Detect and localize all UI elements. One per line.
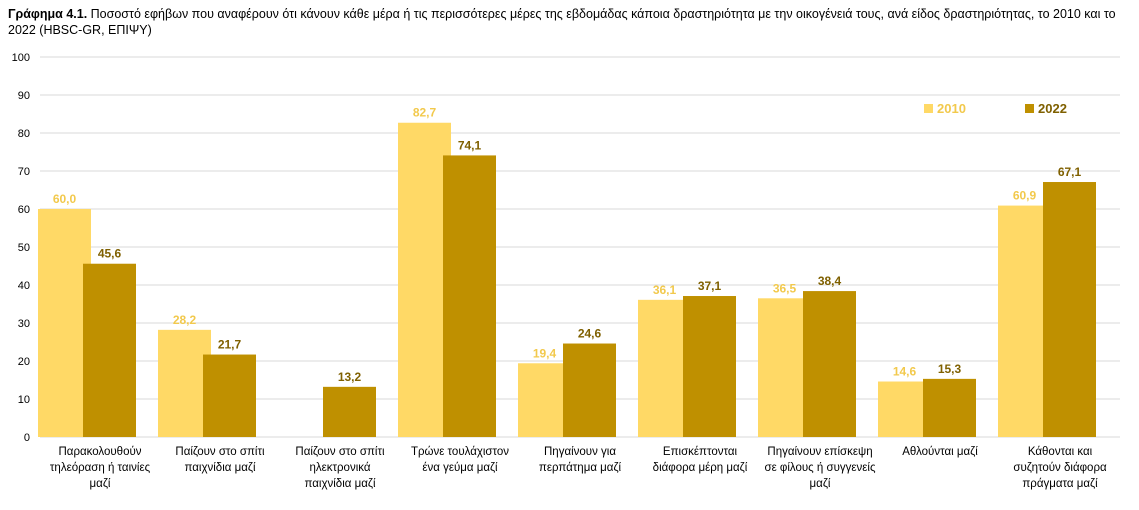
x-category-label: Πηγαίνουν επίσκεψη xyxy=(767,446,872,458)
bar-2010 xyxy=(638,299,691,437)
bar-2022 xyxy=(323,386,376,437)
bar-2022 xyxy=(83,263,136,437)
x-category-label: Παρακολουθούν xyxy=(58,446,141,458)
bar-2022 xyxy=(563,343,616,437)
x-category-label: συζητούν διάφορα xyxy=(1013,462,1107,474)
bar-2022 xyxy=(683,296,736,437)
bar-2022 xyxy=(923,378,976,437)
x-category-label: Αθλούνται μαζί xyxy=(902,446,978,458)
bar-2010 xyxy=(758,298,811,437)
x-category-label: παιχνίδια μαζί xyxy=(304,478,375,490)
x-category-label: Τρώνε τουλάχιστον xyxy=(411,446,509,458)
legend-swatch-2022 xyxy=(1025,104,1034,113)
chart-title: Γράφημα 4.1. Ποσοστό εφήβων που αναφέρου… xyxy=(8,6,1128,38)
x-category-label: μαζί xyxy=(810,478,831,490)
x-category-label: ένα γεύμα μαζί xyxy=(422,462,498,474)
data-label-2022: 13,2 xyxy=(338,370,362,384)
x-category-label: σε φίλους ή συγγενείς xyxy=(764,462,875,474)
y-tick-label: 30 xyxy=(18,318,30,330)
data-label-2022: 45,6 xyxy=(98,247,122,261)
bar-2010 xyxy=(998,205,1051,437)
x-category-label: παιχνίδια μαζί xyxy=(184,462,255,474)
x-category-label: μαζί xyxy=(90,478,111,490)
chart-title-text: Ποσοστό εφήβων που αναφέρουν ότι κάνουν … xyxy=(8,7,1116,37)
data-label-2010: 19,4 xyxy=(533,346,557,360)
y-tick-label: 10 xyxy=(18,394,30,406)
data-label-2022: 21,7 xyxy=(218,338,242,352)
legend-swatch-2010 xyxy=(924,104,933,113)
legend-label-2010: 2010 xyxy=(937,101,966,116)
legend-label-2022: 2022 xyxy=(1038,101,1067,116)
data-label-2022: 15,3 xyxy=(938,362,962,376)
y-tick-label: 90 xyxy=(18,90,30,102)
x-category-label: τηλεόραση ή ταινίες xyxy=(50,462,151,474)
y-tick-label: 70 xyxy=(18,166,30,178)
x-category-label: Κάθονται και xyxy=(1028,446,1093,458)
y-tick-label: 100 xyxy=(12,52,30,64)
data-label-2010: 36,5 xyxy=(773,281,797,295)
bar-2022 xyxy=(1043,182,1096,437)
data-label-2010: 14,6 xyxy=(893,365,917,379)
y-tick-label: 60 xyxy=(18,204,30,216)
data-label-2010: 28,2 xyxy=(173,313,197,327)
data-label-2010: 60,0 xyxy=(53,192,77,206)
bar-2010 xyxy=(518,363,571,437)
x-category-label: Παίζουν στο σπίτι xyxy=(175,446,265,458)
bar-2010 xyxy=(158,329,211,437)
x-category-label: πράγματα μαζί xyxy=(1022,478,1098,490)
y-tick-label: 40 xyxy=(18,280,30,292)
y-tick-label: 80 xyxy=(18,128,30,140)
data-label-2010: 36,1 xyxy=(653,283,677,297)
bar-2022 xyxy=(443,155,496,438)
bar-2022 xyxy=(203,354,256,437)
bar-2010 xyxy=(38,209,91,437)
x-category-label: Παίζουν στο σπίτι xyxy=(295,446,385,458)
data-label-2022: 37,1 xyxy=(698,279,722,293)
bar-2010 xyxy=(398,122,451,438)
y-tick-label: 50 xyxy=(18,242,30,254)
data-label-2010: 60,9 xyxy=(1013,189,1037,203)
x-category-label: περπάτημα μαζί xyxy=(539,462,622,474)
y-tick-label: 0 xyxy=(24,432,30,444)
x-category-label: διάφορα μέρη μαζί xyxy=(653,462,748,474)
chart-title-prefix: Γράφημα 4.1. xyxy=(8,7,88,21)
data-label-2010: 82,7 xyxy=(413,106,437,120)
bar-2010 xyxy=(878,381,931,437)
bar-2022 xyxy=(803,291,856,437)
x-category-label: ηλεκτρονικά xyxy=(309,462,370,474)
data-label-2022: 67,1 xyxy=(1058,165,1082,179)
data-label-2022: 38,4 xyxy=(818,274,842,288)
x-category-label: Πηγαίνουν για xyxy=(544,446,616,458)
x-category-label: Επισκέπτονται xyxy=(663,446,738,458)
data-label-2022: 24,6 xyxy=(578,327,602,341)
y-tick-label: 20 xyxy=(18,356,30,368)
data-label-2022: 74,1 xyxy=(458,138,482,152)
